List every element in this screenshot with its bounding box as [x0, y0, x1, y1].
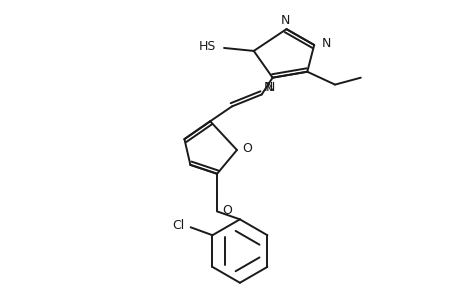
Text: N: N [263, 81, 273, 94]
Text: N: N [321, 38, 330, 50]
Text: Cl: Cl [172, 219, 185, 232]
Text: O: O [241, 142, 251, 154]
Text: HS: HS [198, 40, 216, 53]
Text: N: N [280, 14, 290, 27]
Text: N: N [265, 81, 274, 94]
Text: O: O [222, 204, 231, 217]
